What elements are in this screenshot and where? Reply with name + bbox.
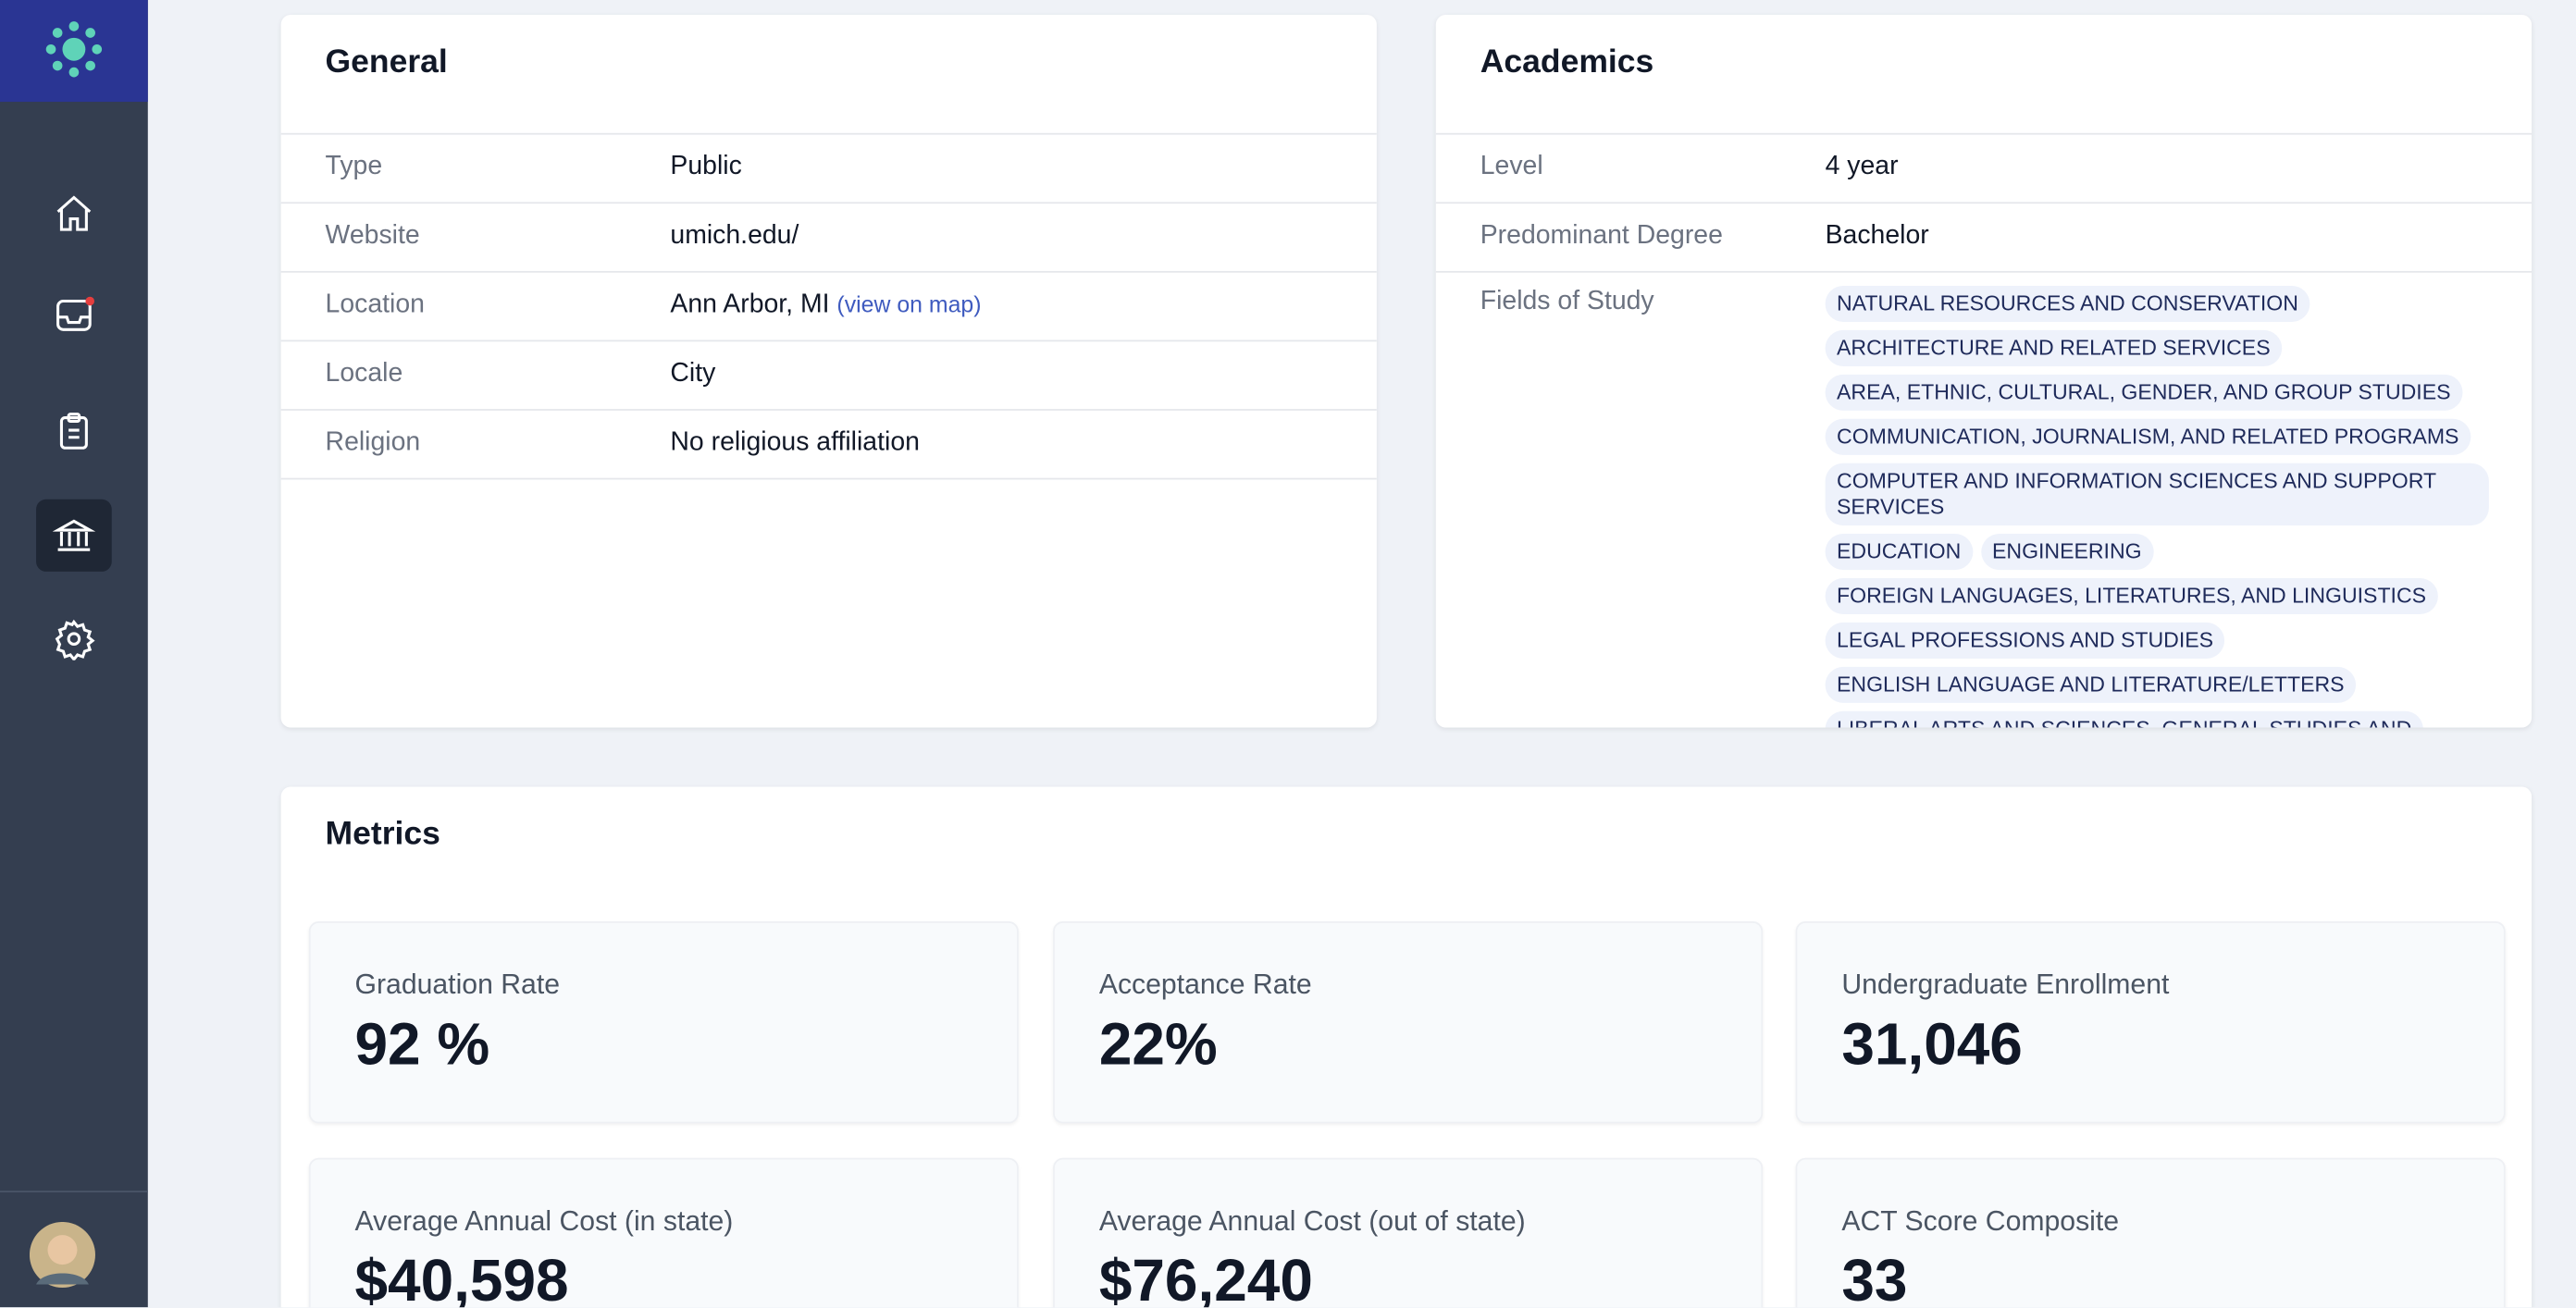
- info-row: Locale City: [280, 341, 1377, 411]
- row-label: Religion: [325, 428, 421, 457]
- nav-settings[interactable]: [36, 603, 112, 675]
- field-tag: COMMUNICATION, JOURNALISM, AND RELATED P…: [1825, 418, 2471, 455]
- metric-label: Undergraduate Enrollment: [1841, 969, 2170, 1001]
- row-value: Ann Arbor, MI (view on map): [670, 290, 981, 320]
- metric-value: $76,240: [1098, 1246, 1313, 1308]
- metric-card: Undergraduate Enrollment 31,046: [1795, 921, 2506, 1124]
- metric-card: Average Annual Cost (in state) $40,598: [308, 1157, 1019, 1308]
- info-row: Level 4 year: [1435, 135, 2533, 204]
- row-value: No religious affiliation: [670, 428, 920, 458]
- value-text: No religious affiliation: [670, 428, 920, 457]
- field-tag: LEGAL PROFESSIONS AND STUDIES: [1825, 622, 2225, 659]
- avatar[interactable]: [29, 1221, 95, 1288]
- metric-label: Acceptance Rate: [1098, 969, 1312, 1001]
- row-value: Bachelor: [1826, 222, 1929, 252]
- home-icon: [56, 195, 92, 231]
- clipboard-icon: [59, 413, 88, 450]
- inbox-icon: [56, 296, 95, 331]
- card-title: Metrics: [325, 816, 440, 853]
- metric-card: Average Annual Cost (out of state) $76,24…: [1053, 1157, 1764, 1308]
- field-tag: COMPUTER AND INFORMATION SCIENCES AND SU…: [1825, 463, 2489, 526]
- value-text: City: [670, 359, 716, 389]
- general-rows: Type Public Website umich.edu/Location Ann A…: [280, 132, 1377, 480]
- field-tag: LIBERAL ARTS AND SCIENCES, GENERAL STUDI…: [1825, 710, 2423, 728]
- row-value: 4 year: [1826, 153, 1899, 182]
- row-label: Type: [325, 153, 383, 181]
- card-title: Academics: [1480, 43, 1654, 80]
- academics-rows: Level 4 year Predominant Degree Bachelor: [1435, 132, 2533, 273]
- info-row: Predominant Degree Bachelor: [1435, 204, 2533, 273]
- field-tag: ARCHITECTURE AND RELATED SERVICES: [1825, 329, 2283, 366]
- card-title: General: [325, 43, 448, 80]
- field-tag: AREA, ETHNIC, CULTURAL, GENDER, AND GROU…: [1825, 374, 2462, 411]
- field-tag: NATURAL RESOURCES AND CONSERVATION: [1825, 285, 2310, 322]
- nav-tasks[interactable]: [36, 396, 112, 468]
- row-label: Locale: [325, 359, 403, 389]
- row-label: Website: [325, 221, 420, 250]
- row-label: Level: [1480, 153, 1543, 181]
- row-value: Public: [670, 153, 741, 182]
- metric-label: Average Annual Cost (out of state): [1098, 1205, 1526, 1237]
- nav-institutions[interactable]: [36, 499, 112, 572]
- settings-icon: [55, 619, 95, 660]
- row-label: Predominant Degree: [1480, 221, 1723, 250]
- map-link[interactable]: (view on map): [836, 290, 982, 317]
- metrics-card: Metrics Graduation Rate 92 % Acceptance Ra…: [280, 786, 2533, 1308]
- metric-card: Graduation Rate 92 %: [308, 921, 1019, 1124]
- row-value: City: [670, 360, 715, 389]
- academics-card: Academics Level 4 year Predominant Degree B…: [1435, 14, 2533, 728]
- value-text: Ann Arbor, MI: [670, 290, 830, 319]
- metric-value: 22%: [1098, 1009, 1218, 1078]
- info-row: Religion No religious affiliation: [280, 411, 1377, 480]
- metric-label: Graduation Rate: [354, 969, 561, 1001]
- info-row: Location Ann Arbor, MI (view on map): [280, 273, 1377, 342]
- field-tag: EDUCATION: [1825, 534, 1973, 571]
- nav-inbox[interactable]: [36, 279, 112, 352]
- field-tag: FOREIGN LANGUAGES, LITERATURES, AND LING…: [1825, 577, 2438, 615]
- field-tag: ENGLISH LANGUAGE AND LITERATURE/LETTERS: [1825, 666, 2356, 703]
- row-value: umich.edu/: [670, 222, 799, 252]
- value-text: Public: [670, 153, 742, 181]
- logo-icon: [45, 21, 103, 78]
- info-row: Type Public: [280, 135, 1377, 204]
- metric-value: $40,598: [354, 1246, 569, 1308]
- divider: [0, 1191, 148, 1193]
- metric-card: Acceptance Rate 22%: [1053, 921, 1764, 1124]
- fields-of-study: NATURAL RESOURCES AND CONSERVATION ARCHIT…: [1825, 285, 2489, 728]
- row-label: Location: [325, 290, 425, 319]
- metric-label: Average Annual Cost (in state): [354, 1205, 734, 1237]
- field-tag: ENGINEERING: [1980, 534, 2154, 571]
- logo[interactable]: [0, 0, 148, 103]
- metric-value: 92 %: [354, 1009, 490, 1078]
- value-text[interactable]: umich.edu/: [670, 221, 799, 250]
- metric-value: 33: [1841, 1246, 1908, 1308]
- sidebar: [0, 0, 148, 1308]
- general-card: General Type Public Website umich.edu/Locat…: [280, 14, 1377, 728]
- field-label: Fields of Study: [1480, 287, 1654, 315]
- metric-card: ACT Score Composite 33: [1795, 1157, 2506, 1308]
- info-row: Website umich.edu/: [280, 204, 1377, 273]
- institution-icon: [52, 519, 95, 551]
- metric-value: 31,046: [1841, 1009, 2023, 1078]
- value-text: Bachelor: [1825, 221, 1929, 250]
- metric-label: ACT Score Composite: [1841, 1205, 2120, 1237]
- nav-home[interactable]: [36, 178, 112, 250]
- value-text: 4 year: [1825, 153, 1899, 181]
